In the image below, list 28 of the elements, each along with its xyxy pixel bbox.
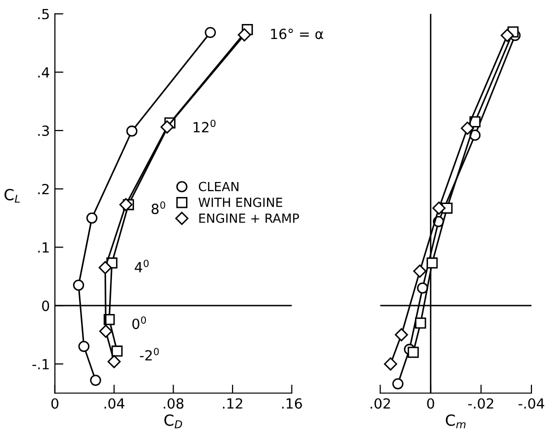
x-tick-label: -.02	[468, 398, 494, 409]
x-tick-label: .16	[282, 398, 302, 409]
x-tick-label: .04	[104, 398, 124, 409]
annotation: 8$^{0}$	[152, 201, 166, 214]
annotation: 16° = α	[271, 28, 324, 40]
annotation: 12$^{0}$	[194, 120, 216, 132]
annotation: 4$^{0}$	[134, 260, 149, 272]
x-tick-label: 0	[427, 398, 434, 409]
annotation: -2$^{0}$	[140, 348, 159, 360]
x-tick-label: .08	[164, 398, 184, 409]
x-tick-label: .12	[222, 398, 242, 409]
y-tick-label: .3	[38, 126, 49, 136]
y-tick-label: .2	[38, 184, 49, 194]
x-tick-label: -.04	[518, 398, 544, 409]
legend-label: ENGINE + RAMP	[199, 213, 300, 223]
legend-label: CLEAN	[198, 182, 238, 192]
y-tick-label: 0	[42, 300, 50, 312]
x-axis-title: C$_{D}$	[164, 414, 182, 428]
y-tick-label: .1	[38, 242, 49, 253]
y-axis-title: C$_{L}$	[4, 188, 20, 203]
x-axis-title: C$_{m}$	[446, 414, 466, 428]
y-tick-label: -.1	[32, 359, 49, 370]
y-tick-label: .5	[38, 8, 49, 20]
y-tick-label: .4	[38, 67, 50, 78]
x-tick-label: .02	[370, 398, 390, 409]
x-tick-label: 0	[51, 398, 58, 409]
legend-label: WITH ENGINE	[198, 198, 282, 208]
annotation: 0$^{0}$	[132, 316, 146, 330]
